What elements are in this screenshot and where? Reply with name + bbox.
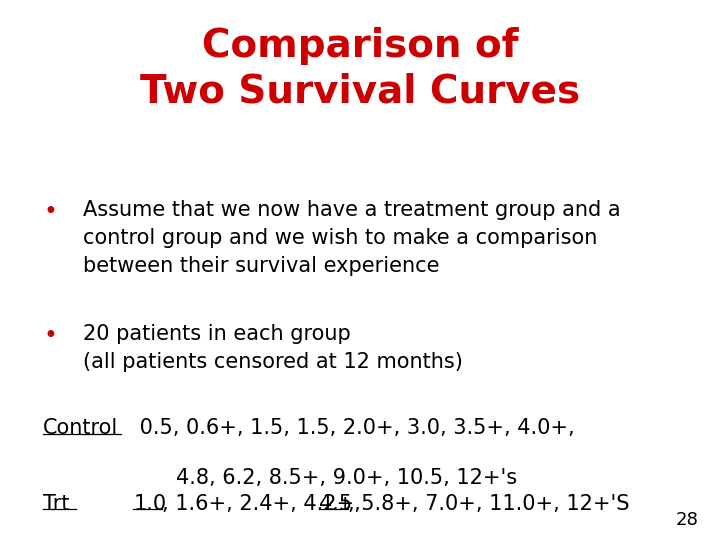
Text: , 1.6+, 2.4+, 4.2+,: , 1.6+, 2.4+, 4.2+, (162, 494, 367, 514)
Text: 1.0: 1.0 (133, 494, 166, 514)
Text: , 5.8+, 7.0+, 11.0+, 12+'S: , 5.8+, 7.0+, 11.0+, 12+'S (348, 494, 629, 514)
Text: Assume that we now have a treatment group and a
control group and we wish to mak: Assume that we now have a treatment grou… (83, 200, 621, 276)
Text: 28: 28 (675, 511, 698, 529)
Text: Comparison of
Two Survival Curves: Comparison of Two Survival Curves (140, 27, 580, 111)
Text: 4.8, 6.2, 8.5+, 9.0+, 10.5, 12+'s: 4.8, 6.2, 8.5+, 9.0+, 10.5, 12+'s (176, 468, 518, 488)
Text: 4.5: 4.5 (319, 494, 352, 514)
Text: •: • (43, 200, 57, 224)
Text: Trt: Trt (43, 494, 70, 514)
Text: •: • (43, 324, 57, 348)
Text: 20 patients in each group
(all patients censored at 12 months): 20 patients in each group (all patients … (83, 324, 463, 372)
Text: 0.5, 0.6+, 1.5, 1.5, 2.0+, 3.0, 3.5+, 4.0+,: 0.5, 0.6+, 1.5, 1.5, 2.0+, 3.0, 3.5+, 4.… (133, 418, 575, 438)
Text: Control: Control (43, 418, 119, 438)
